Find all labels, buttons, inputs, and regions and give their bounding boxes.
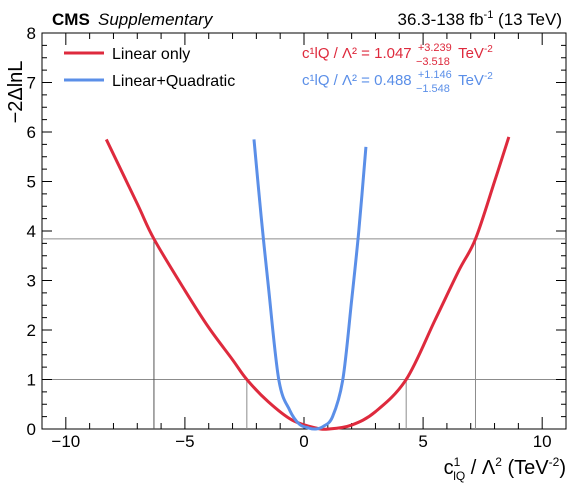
y-tick-label-5: 5 xyxy=(27,173,36,192)
bestfit-linear-value: c¹lQ / Λ² = 1.047 xyxy=(302,45,412,62)
y-tick-label-4: 4 xyxy=(27,222,36,241)
legend-label-linear: Linear only xyxy=(112,46,190,63)
y-axis-label: −2ΔlnL xyxy=(5,61,27,124)
bestfit-quadratic-err-up: +1.146 xyxy=(418,69,452,81)
plot-frame xyxy=(41,32,567,430)
lumi-label: 36.3-138 fb-1 (13 TeV) xyxy=(398,9,562,29)
y-axis-ticks: 0 1 2 3 4 5 6 7 8 xyxy=(27,24,566,439)
threshold-guides xyxy=(42,238,566,429)
status-label: Supplementary xyxy=(98,10,214,29)
y-tick-label-2: 2 xyxy=(27,321,36,340)
legend-label-quadratic: Linear+Quadratic xyxy=(112,73,235,90)
y-tick-label-3: 3 xyxy=(27,272,36,291)
bestfit-quadratic-value: c¹lQ / Λ² = 0.488 xyxy=(302,72,412,89)
legend: Linear only Linear+Quadratic xyxy=(64,46,235,90)
bestfit-linear-unit-exp: -2 xyxy=(484,44,493,55)
bestfit-linear: c¹lQ / Λ² = 1.047 +3.239 −3.518 TeV-2 xyxy=(302,38,493,69)
y-tick-label-6: 6 xyxy=(27,123,36,142)
scan-curves xyxy=(104,136,511,431)
lumi-exponent: -1 xyxy=(484,9,494,21)
x-axis-ticks: −10 −5 0 5 10 xyxy=(41,33,567,451)
x-axis-label: c1 lQ / Λ2 (TeV-2) xyxy=(444,455,566,483)
experiment-label: CMS xyxy=(52,10,90,29)
bestfit-quadratic: c¹lQ / Λ² = 0.488 +1.146 −1.548 TeV-2 xyxy=(302,65,493,96)
bestfit-linear-err-up: +3.239 xyxy=(418,42,452,54)
y-tick-label-8: 8 xyxy=(27,24,36,43)
bestfit-quadratic-unit: TeV xyxy=(458,72,484,89)
bestfit-quadratic-err-down: −1.548 xyxy=(416,83,450,95)
x-tick-label-0: 0 xyxy=(299,432,308,451)
curve-quadratic xyxy=(252,139,368,431)
curve-linear xyxy=(104,136,511,431)
bestfit-linear-err-down: −3.518 xyxy=(416,56,450,68)
y-tick-label-1: 1 xyxy=(27,371,36,390)
y-tick-label-0: 0 xyxy=(27,420,36,439)
x-tick-label-5: 5 xyxy=(418,432,427,451)
x-tick-label--5: −5 xyxy=(175,432,194,451)
lumi-value: 36.3-138 fb xyxy=(398,10,484,29)
energy-label: (13 TeV) xyxy=(493,10,562,29)
y-tick-label-7: 7 xyxy=(27,74,36,93)
x-tick-label-10: 10 xyxy=(533,432,552,451)
bestfit-quadratic-unit-exp: -2 xyxy=(484,71,493,82)
bestfit-linear-unit: TeV xyxy=(458,45,484,62)
x-tick-label--10: −10 xyxy=(51,432,80,451)
